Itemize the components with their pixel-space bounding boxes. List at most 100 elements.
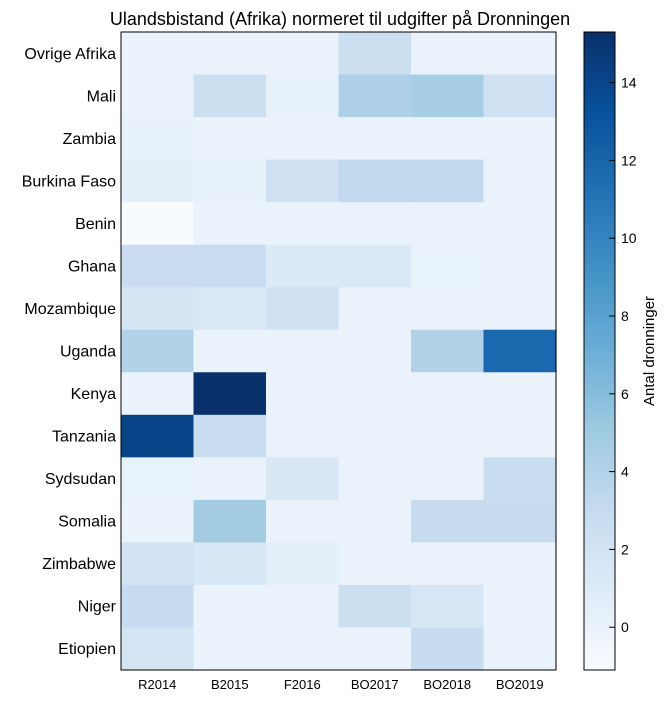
heatmap-cell <box>338 159 412 203</box>
heatmap-cell <box>411 117 485 161</box>
colorbar-tick-label: 14 <box>621 75 637 91</box>
heatmap-cell <box>338 244 412 288</box>
heatmap-cell <box>338 32 412 76</box>
heatmap-cell <box>411 32 485 76</box>
y-tick-label: Kenya <box>71 386 116 403</box>
colorbar <box>583 31 616 671</box>
heatmap-cell <box>411 329 485 373</box>
heatmap-cell <box>121 287 195 331</box>
heatmap-cell <box>266 627 340 671</box>
y-tick-label: Sydsudan <box>45 471 116 488</box>
colorbar-tick-label: 10 <box>621 230 637 246</box>
heatmap-cell <box>266 74 340 118</box>
heatmap-cell <box>121 372 195 416</box>
heatmap-cell <box>483 542 557 586</box>
heatmap-cell <box>411 457 485 501</box>
colorbar-tick-label: 4 <box>621 464 629 480</box>
heatmap-cell <box>338 457 412 501</box>
heatmap-cell <box>121 627 195 671</box>
heatmap-cell <box>193 584 267 629</box>
heatmap-cell <box>266 117 340 161</box>
heatmap-cell <box>411 542 485 586</box>
heatmap-cell <box>483 627 557 671</box>
colorbar-tick-label: 12 <box>621 152 637 168</box>
heatmap-cell <box>266 32 340 76</box>
heatmap-cell <box>193 159 267 203</box>
heatmap-cell <box>266 202 340 246</box>
heatmap-cell <box>338 627 412 671</box>
heatmap-cell <box>121 159 195 203</box>
colorbar-tick-label: 2 <box>621 541 629 557</box>
y-tick-label: Tanzania <box>52 429 116 446</box>
heatmap-cell <box>483 287 557 331</box>
heatmap-cell <box>338 584 412 629</box>
heatmap-cell <box>483 329 557 373</box>
colorbar-ticks: 0 2 4 6 8 10 12 14 <box>609 75 637 635</box>
colorbar-tick-label: 0 <box>621 619 629 635</box>
heatmap-cell <box>338 372 412 416</box>
y-tick-label: Mozambique <box>24 301 116 318</box>
heatmap-cell <box>121 74 195 118</box>
heatmap-cell <box>483 244 557 288</box>
heatmap-cell <box>266 159 340 203</box>
heatmap-cell <box>483 159 557 203</box>
heatmap-cell <box>411 584 485 629</box>
heatmap-cell <box>483 457 557 501</box>
heatmap-cell <box>266 372 340 416</box>
heatmap-cell <box>483 372 557 416</box>
plot-frame <box>120 31 557 671</box>
heatmap-cell <box>193 457 267 501</box>
heatmap-cell <box>121 32 195 76</box>
heatmap-cell <box>483 414 557 458</box>
x-tick-label: F2016 <box>284 677 321 692</box>
x-tick-label: BO2019 <box>496 677 544 692</box>
heatmap-cell <box>411 414 485 458</box>
heatmap-cell <box>338 542 412 586</box>
heatmap-cell <box>483 202 557 246</box>
x-tick-label: R2014 <box>138 677 176 692</box>
y-tick-label: Ghana <box>68 258 116 275</box>
heatmap-cell <box>266 457 340 501</box>
y-tick-label: Burkina Faso <box>22 173 116 190</box>
heatmap-cell <box>411 287 485 331</box>
heatmap-cell <box>193 414 267 458</box>
heatmap-cell <box>193 542 267 586</box>
heatmap-cell <box>121 244 195 288</box>
colorbar-tick-label: 6 <box>621 386 629 402</box>
heatmap-cell <box>411 74 485 118</box>
y-tick-label: Benin <box>75 216 116 233</box>
heatmap-cell <box>338 499 412 543</box>
y-tick-label: Mali <box>87 88 116 105</box>
heatmap-cell <box>193 372 267 416</box>
y-tick-label: Zimbabwe <box>42 556 116 573</box>
heatmap-cell <box>121 117 195 161</box>
colorbar-tick-label: 8 <box>621 308 629 324</box>
heatmap-cell <box>483 584 557 629</box>
heatmap-cell <box>193 287 267 331</box>
heatmap-cell <box>193 74 267 118</box>
heatmap-cell <box>338 202 412 246</box>
heatmap-cell <box>266 244 340 288</box>
heatmap-cell <box>411 202 485 246</box>
y-tick-label: Etiopien <box>58 641 116 658</box>
heatmap-cell <box>266 499 340 543</box>
heatmap-cell <box>411 627 485 671</box>
heatmap-cell <box>121 499 195 543</box>
heatmap-cell <box>338 414 412 458</box>
heatmap-cell <box>193 627 267 671</box>
y-axis-ticks: Ovrige Afrika Mali Zambia Burkina Faso Benin… <box>22 46 117 658</box>
heatmap-cells <box>121 32 557 671</box>
heatmap-cell <box>338 74 412 118</box>
heatmap-cell <box>121 457 195 501</box>
heatmap-cell <box>483 32 557 76</box>
heatmap-cell <box>193 244 267 288</box>
y-tick-label: Uganda <box>60 344 116 361</box>
heatmap-cell <box>483 74 557 118</box>
heatmap-cell <box>121 542 195 586</box>
y-tick-label: Ovrige Afrika <box>24 46 116 63</box>
colorbar-label: Antal dronninger <box>641 296 658 406</box>
heatmap-cell <box>411 159 485 203</box>
y-tick-label: Zambia <box>63 131 116 148</box>
heatmap-cell <box>483 117 557 161</box>
